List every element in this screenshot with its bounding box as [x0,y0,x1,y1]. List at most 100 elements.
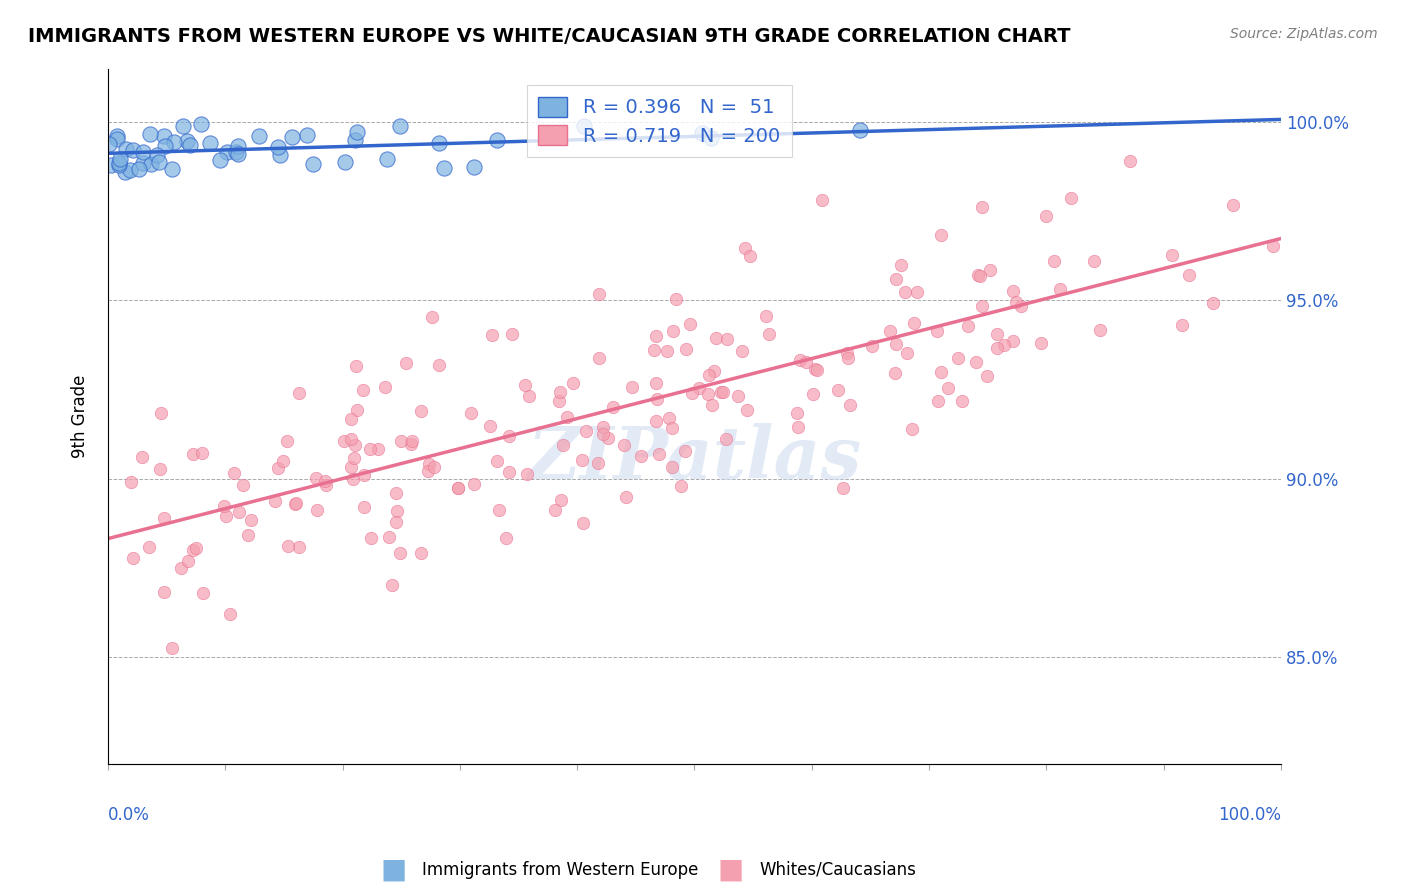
Point [460,406,482,420]
Text: Whites/Caucasians: Whites/Caucasians [759,861,917,879]
Point [276,434,298,448]
Y-axis label: 9th Grade: 9th Grade [72,375,89,458]
Point [427,136,450,150]
Point [972,299,994,313]
Point [938,381,960,395]
Point [146,148,169,162]
Point [1042,254,1064,268]
Point [110,153,132,167]
Point [179,138,201,153]
Point [661,459,683,474]
Point [228,139,250,153]
Point [212,500,235,514]
Point [967,268,990,282]
Point [172,119,194,133]
Point [181,543,204,558]
Point [614,490,637,504]
Point [287,385,309,400]
Point [427,358,450,372]
Point [838,398,860,412]
Point [740,249,762,263]
Point [344,133,367,147]
Point [679,317,702,331]
Point [498,429,520,443]
Point [1083,254,1105,268]
Point [342,472,364,486]
Point [160,162,183,177]
Point [969,269,991,284]
Point [965,355,987,369]
Point [447,481,470,495]
Point [284,496,307,510]
Point [409,546,432,560]
Point [835,346,858,360]
Point [572,516,595,530]
Point [225,145,247,160]
Point [315,478,337,492]
Point [848,123,870,137]
Point [620,380,643,394]
Point [304,471,326,485]
Point [572,120,595,134]
Point [385,515,408,529]
Point [346,125,368,139]
Point [463,477,485,491]
Point [803,361,825,376]
Point [516,467,538,481]
Point [495,531,517,545]
Point [925,324,948,338]
Point [645,329,668,343]
Text: ■: ■ [381,855,406,884]
Point [665,293,688,307]
Point [993,337,1015,351]
Point [596,431,619,445]
Point [479,418,502,433]
Point [281,129,304,144]
Point [986,341,1008,355]
Point [711,384,734,399]
Point [121,551,143,566]
Point [755,309,778,323]
Point [645,414,668,428]
Point [120,475,142,490]
Point [588,351,610,365]
Point [186,541,208,555]
Point [704,331,727,345]
Point [226,147,249,161]
Point [339,411,361,425]
Point [481,327,503,342]
Point [389,546,412,560]
Point [613,438,636,452]
Point [592,420,614,434]
Point [890,258,912,272]
Point [986,327,1008,342]
Point [138,128,160,142]
Point [645,376,668,391]
Point [1059,190,1081,204]
Point [267,460,290,475]
Point [702,398,724,412]
Point [900,422,922,436]
Point [681,386,703,401]
Text: ■: ■ [718,855,744,884]
Point [948,351,970,365]
Point [575,424,598,438]
Point [170,560,193,574]
Point [1035,210,1057,224]
Point [571,453,593,467]
Point [344,359,367,374]
Point [498,465,520,479]
Point [485,454,508,468]
Point [238,528,260,542]
Point [377,530,399,544]
Point [734,241,756,255]
Point [138,540,160,554]
Point [1005,295,1028,310]
Point [956,318,979,333]
Point [401,434,423,449]
Point [548,384,571,399]
Point [673,444,696,458]
Point [191,446,214,460]
Point [758,326,780,341]
Point [1202,296,1225,310]
